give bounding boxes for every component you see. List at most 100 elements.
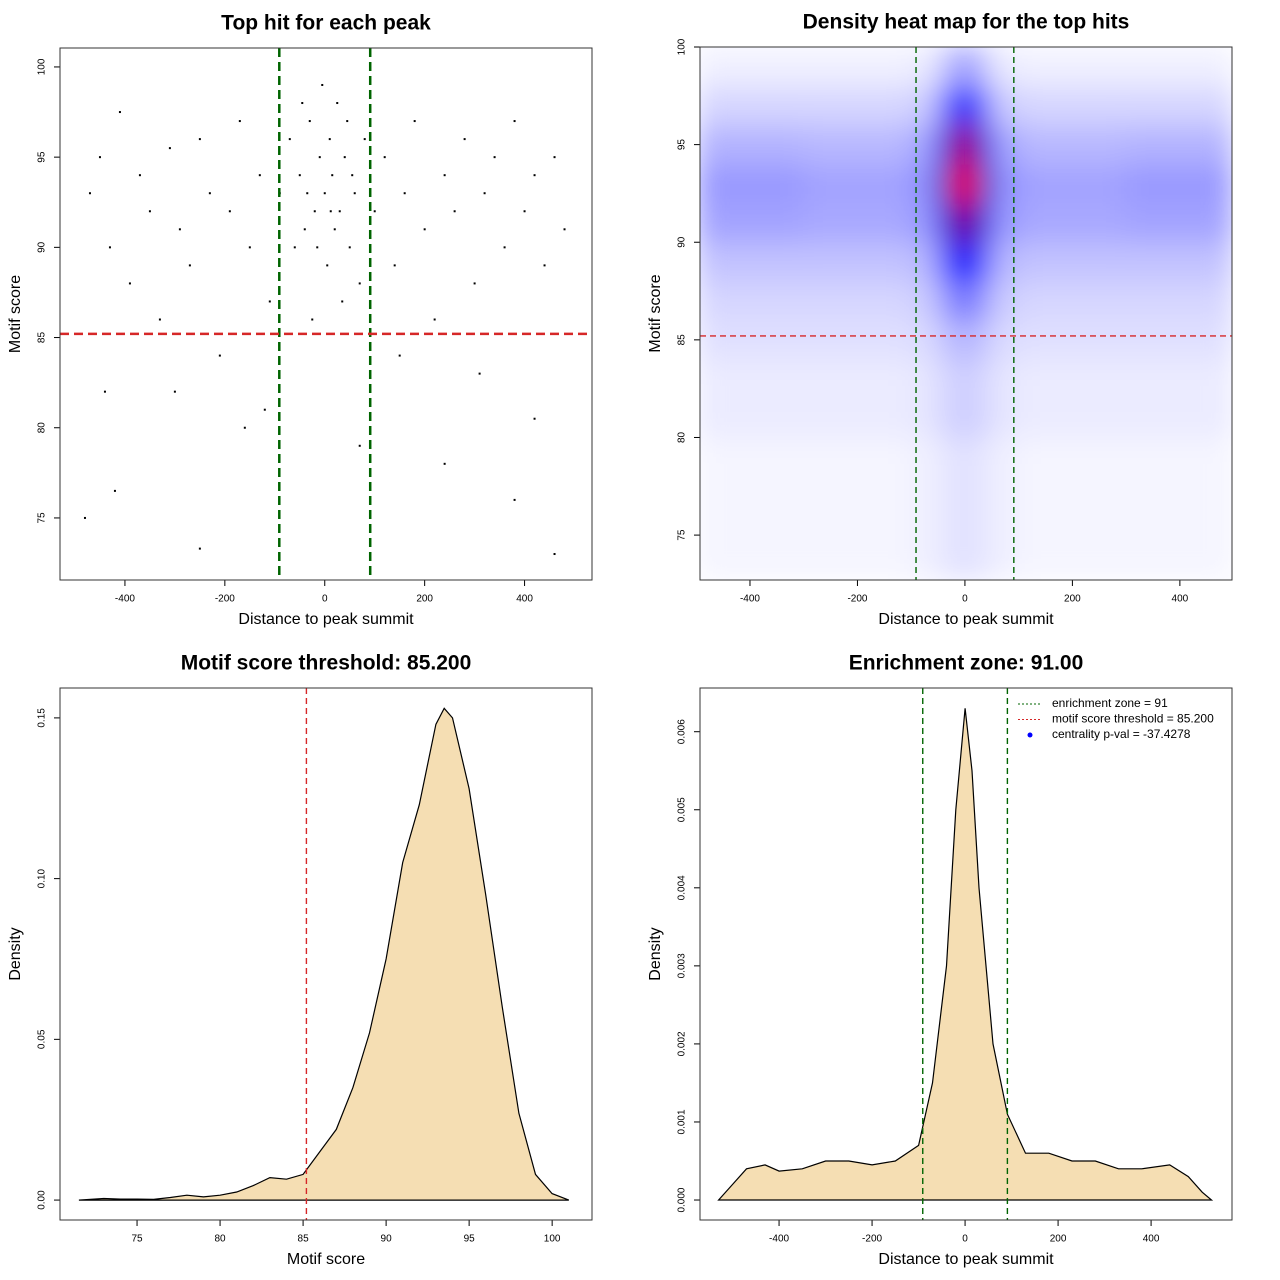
point [188,264,191,267]
heat-cell [991,163,1020,204]
heat-cell [700,319,805,360]
point [148,210,151,213]
heat-cell [975,319,993,360]
heat-cell [991,436,1020,580]
point [306,192,309,195]
y-tick-label: 0.000 [677,1187,688,1212]
point [158,318,161,321]
point [443,462,446,465]
point [493,156,496,159]
heat-cell [1018,47,1127,87]
x-tick-label: 200 [1064,594,1081,605]
plot-area [78,688,570,1220]
heat-cell [975,47,993,87]
plot-frame [699,687,1233,1221]
heat-cell [1125,202,1232,243]
heat-cell [1125,319,1232,360]
y-tick-label: 0.05 [37,1029,48,1049]
heat-cell [910,85,939,126]
heat-cell [700,163,805,204]
y-tick-label: 80 [677,431,688,443]
heat-cell [975,241,993,282]
heat-cell [1018,124,1127,165]
heat-cell [803,319,912,360]
point [393,264,396,267]
point [98,156,101,159]
heat-cell [803,241,912,282]
point [553,553,556,556]
point [333,228,336,231]
point [398,354,401,357]
point [218,354,221,357]
point [533,417,536,420]
heat-cell [910,319,939,360]
heat-cell [953,436,977,580]
heat-cell [953,124,977,165]
heat-cell [1018,280,1127,321]
heat-cell [803,47,912,87]
x-axis-label: Distance to peak summit [878,611,1054,628]
heat-cell [991,319,1020,360]
heat-cell [700,241,805,282]
heat-cell [937,358,955,438]
y-tick-label: 0.002 [677,1031,688,1056]
point [336,102,339,105]
point [343,156,346,159]
point [326,264,329,267]
point [103,390,106,393]
density-area [717,708,1214,1201]
heat-cell [975,163,993,204]
y-axis-label: Motif score [647,274,664,352]
heat-cell [953,47,977,87]
heat-cell [1125,47,1232,87]
point [198,138,201,141]
plot-area [60,48,592,580]
y-tick-label: 0.001 [677,1109,688,1134]
legend-label: centrality p-val = -37.4278 [1052,727,1191,741]
point [433,318,436,321]
y-tick-label: 80 [37,422,48,434]
heat-cell [937,85,955,126]
point [483,192,486,195]
x-tick-label: 85 [298,1234,310,1245]
point [523,210,526,213]
point [108,246,111,249]
point [208,192,211,195]
x-tick-label: -200 [215,594,235,605]
plot-area [700,47,1232,580]
point [513,498,516,501]
heat-cell [803,202,912,243]
y-tick-label: 90 [677,236,688,248]
heat-cell [1125,436,1232,580]
legend-label: motif score threshold = 85.200 [1052,712,1214,726]
x-tick-label: -400 [115,594,135,605]
x-tick-label: 400 [516,594,533,605]
heat-cell [910,436,939,580]
heat-cell [700,358,805,438]
heat-cell [975,280,993,321]
point [173,390,176,393]
heat-cell [937,436,955,580]
x-tick-label: 200 [1050,1234,1067,1245]
point [543,264,546,267]
heat-cell [1125,358,1232,438]
heat-cell [803,124,912,165]
heat-cell [910,358,939,438]
x-tick-label: 0 [962,1234,968,1245]
heat-cell [1018,319,1127,360]
heat-cell [700,436,805,580]
chart-title: Top hit for each peak [221,12,431,35]
heat-cell [803,163,912,204]
heat-cell [803,358,912,438]
point [198,547,201,550]
heat-cell [991,241,1020,282]
y-tick-label: 85 [37,332,48,344]
x-axis-label: Distance to peak summit [878,1251,1054,1268]
point [321,83,324,86]
x-axis-label: Distance to peak summit [238,611,414,628]
heat-cell [910,280,939,321]
y-tick-label: 95 [677,139,688,151]
x-tick-label: 0 [322,594,328,605]
point [298,174,301,177]
